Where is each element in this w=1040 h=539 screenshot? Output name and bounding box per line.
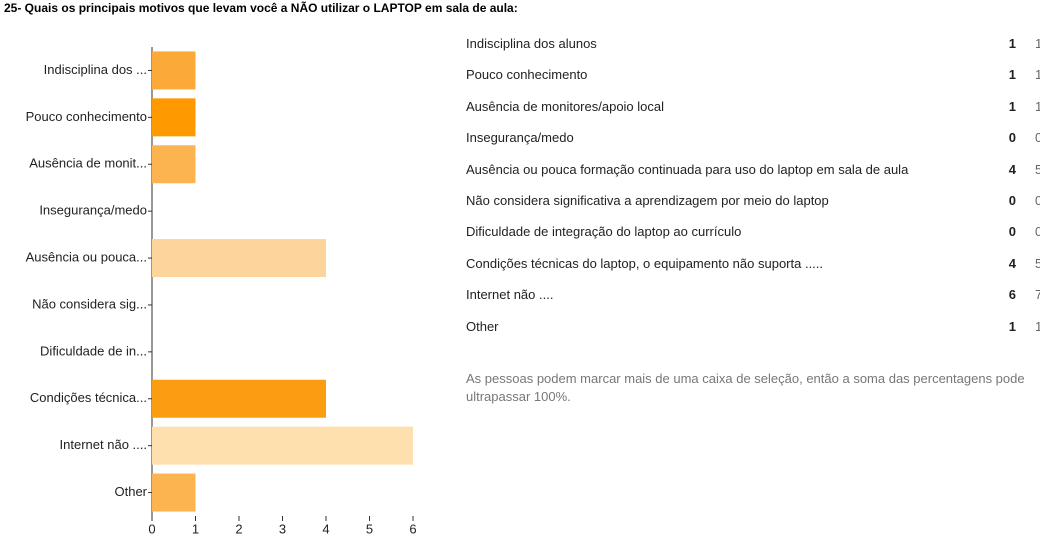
option-label: Condições técnicas do laptop, o equipame… <box>466 255 824 271</box>
bar <box>152 51 196 90</box>
percent: 13% <box>1035 36 1040 51</box>
x-tick-label: 2 <box>235 521 242 536</box>
bar <box>152 145 196 184</box>
question-title: 25- Quais os principais motivos que leva… <box>4 1 518 15</box>
count: 6 <box>1008 287 1016 303</box>
x-tick-label: 4 <box>322 521 329 536</box>
percent: 13% <box>1035 98 1040 114</box>
x-tick-label: 6 <box>409 521 416 536</box>
option-label: Internet não .... <box>466 287 554 303</box>
count: 1 <box>1008 98 1016 114</box>
y-tick-label: Internet não .... <box>60 437 147 452</box>
y-tick-label: Dificuldade de in... <box>40 343 147 358</box>
count: 1 <box>1008 36 1016 51</box>
bar <box>152 426 413 465</box>
percent: 50% <box>1035 161 1040 177</box>
option-label: Ausência de monitores/apoio local <box>466 98 665 114</box>
percent: 13% <box>1035 318 1040 334</box>
bar <box>152 98 196 137</box>
option-label: Pouco conhecimento <box>466 67 588 83</box>
count: 4 <box>1008 161 1016 177</box>
percent: 75% <box>1035 287 1040 303</box>
count: 0 <box>1008 130 1016 146</box>
y-tick-label: Indisciplina dos ... <box>44 62 147 77</box>
percent: 0% <box>1035 193 1040 208</box>
note: As pessoas podem marcar mais de uma caix… <box>466 371 1025 404</box>
option-label: Other <box>466 318 499 334</box>
y-tick-label: Insegurança/medo <box>39 203 147 218</box>
bar <box>152 239 326 278</box>
bar <box>152 473 196 512</box>
count: 0 <box>1008 224 1016 240</box>
count: 1 <box>1008 318 1016 334</box>
x-tick-label: 1 <box>192 521 199 536</box>
option-label: Indisciplina dos alunos <box>466 36 597 51</box>
x-tick-label: 5 <box>366 521 373 536</box>
count: 1 <box>1008 67 1016 83</box>
bar <box>152 379 326 418</box>
chart: 0 1 2 3 4 5 6 Indisciplina dos ... Pouco conheci… <box>26 47 417 536</box>
count: 4 <box>1008 255 1016 271</box>
option-label: Dificuldade de integração do laptop ao c… <box>466 224 742 240</box>
count: 0 <box>1008 193 1016 208</box>
option-label: Insegurança/medo <box>466 130 574 146</box>
x-tick-label: 0 <box>148 521 155 536</box>
percent: 13% <box>1035 67 1040 83</box>
percent: 0% <box>1035 130 1040 146</box>
y-tick-label: Pouco conhecimento <box>26 109 147 124</box>
y-tick-label: Ausência de monit... <box>29 156 147 171</box>
y-tick-label: Other <box>114 484 147 499</box>
y-tick-label: Condições técnica... <box>30 390 147 405</box>
y-tick-label: Ausência ou pouca... <box>26 249 147 264</box>
x-tick-label: 3 <box>279 521 286 536</box>
percent: 50% <box>1035 255 1040 271</box>
y-tick-label: Não considera sig... <box>32 296 147 311</box>
percent: 0% <box>1035 224 1040 240</box>
option-label: Ausência ou pouca formação continuada pa… <box>466 161 909 177</box>
option-label: Não considera significativa a aprendizag… <box>466 193 829 208</box>
